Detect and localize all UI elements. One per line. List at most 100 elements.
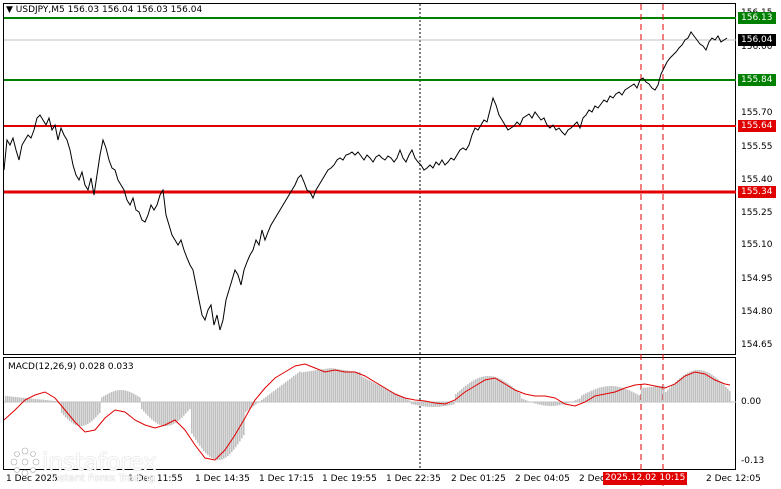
price-series-line bbox=[3, 31, 728, 331]
macd-histogram-bar bbox=[641, 387, 643, 402]
macd-axis[interactable]: 0.00 -0.13 bbox=[737, 356, 781, 472]
macd-histogram-bar bbox=[55, 401, 57, 402]
macd-histogram-bar bbox=[479, 377, 481, 402]
macd-histogram-bar bbox=[607, 386, 609, 402]
macd-histogram-bar bbox=[131, 392, 133, 402]
macd-histogram-bar bbox=[151, 402, 153, 420]
price-axis-tick: 154.80 bbox=[741, 307, 773, 317]
macd-histogram-bar bbox=[699, 370, 701, 402]
price-axis[interactable]: 156.15 156.00 155.70 155.55 155.40 155.2… bbox=[737, 0, 781, 356]
macd-histogram-bar bbox=[101, 397, 103, 402]
macd-histogram-bar bbox=[179, 402, 181, 420]
macd-histogram-bar bbox=[5, 396, 7, 402]
time-axis-label: 1 Dec 2025 bbox=[6, 474, 58, 484]
macd-histogram-bar bbox=[429, 402, 431, 407]
macd-histogram-bar bbox=[719, 380, 721, 402]
macd-histogram-bar bbox=[683, 375, 685, 402]
macd-histogram-bar bbox=[75, 402, 77, 425]
macd-histogram-bar bbox=[31, 398, 33, 402]
macd-histogram-bar bbox=[221, 402, 223, 460]
macd-histogram-bar bbox=[91, 402, 93, 422]
macd-histogram-bar bbox=[665, 392, 667, 402]
macd-histogram-bar bbox=[217, 402, 219, 460]
macd-histogram-bar bbox=[253, 402, 255, 406]
time-axis-label: 2 Dec 01:25 bbox=[451, 474, 506, 484]
macd-histogram-bar bbox=[543, 402, 545, 406]
macd-histogram-bar bbox=[115, 390, 117, 402]
macd-histogram-bar bbox=[311, 370, 313, 402]
macd-histogram-bar bbox=[111, 391, 113, 402]
macd-histogram-bar bbox=[509, 384, 511, 402]
macd-histogram-bar bbox=[519, 393, 521, 402]
macd-histogram-bar bbox=[515, 389, 517, 402]
macd-histogram-bar bbox=[523, 399, 525, 402]
macd-histogram-bar bbox=[319, 369, 321, 402]
macd-histogram-bar bbox=[593, 389, 595, 402]
macd-histogram-bar bbox=[287, 380, 289, 402]
macd-histogram-bar bbox=[499, 378, 501, 402]
macd-histogram-bar bbox=[33, 398, 35, 402]
watermark-brand: instaforex bbox=[42, 448, 157, 476]
macd-histogram-bar bbox=[7, 396, 9, 402]
macd-histogram-bar bbox=[391, 391, 393, 402]
macd-histogram-bar bbox=[567, 402, 569, 404]
macd-histogram-bar bbox=[199, 402, 201, 446]
macd-histogram-bar bbox=[663, 385, 665, 402]
macd-histogram-bar bbox=[671, 385, 673, 402]
macd-histogram-bar bbox=[307, 371, 309, 402]
macd-histogram-bar bbox=[273, 391, 275, 402]
macd-histogram-bar bbox=[77, 402, 79, 426]
macd-histogram-bar bbox=[619, 387, 621, 402]
macd-histogram-bar bbox=[503, 380, 505, 402]
macd-histogram-bar bbox=[481, 376, 483, 402]
macd-histogram-bar bbox=[677, 379, 679, 402]
macd-histogram-bar bbox=[295, 374, 297, 402]
price-axis-tick: 155.10 bbox=[741, 240, 773, 250]
price-chart-pane[interactable] bbox=[3, 3, 736, 355]
macd-histogram-bar bbox=[611, 386, 613, 402]
macd-histogram-bar bbox=[29, 398, 31, 402]
macd-histogram-bar bbox=[389, 390, 391, 402]
macd-histogram-bar bbox=[533, 402, 535, 404]
macd-histogram-bar bbox=[497, 377, 499, 402]
macd-histogram-bar bbox=[399, 395, 401, 402]
macd-histogram-bar bbox=[159, 402, 161, 425]
macd-histogram-bar bbox=[323, 369, 325, 402]
macd-histogram bbox=[5, 368, 731, 460]
time-axis-label: 2 Dec 12:05 bbox=[706, 474, 761, 484]
macd-histogram-bar bbox=[707, 372, 709, 402]
macd-histogram-bar bbox=[361, 376, 363, 402]
macd-histogram-bar bbox=[401, 396, 403, 402]
macd-histogram-bar bbox=[475, 379, 477, 402]
macd-histogram-bar bbox=[591, 390, 593, 402]
macd-histogram-bar bbox=[657, 386, 659, 402]
macd-histogram-bar bbox=[365, 378, 367, 402]
macd-histogram-bar bbox=[229, 402, 231, 455]
macd-histogram-bar bbox=[139, 397, 141, 402]
level-tag-155-64: 155.64 bbox=[738, 120, 776, 132]
macd-histogram-bar bbox=[465, 385, 467, 402]
macd-histogram-bar bbox=[485, 376, 487, 402]
macd-histogram-bar bbox=[713, 375, 715, 402]
macd-histogram-bar bbox=[237, 402, 239, 445]
macd-histogram-bar bbox=[71, 402, 73, 423]
macd-histogram-bar bbox=[661, 385, 663, 402]
macd-histogram-bar bbox=[517, 391, 519, 402]
macd-histogram-bar bbox=[97, 402, 99, 416]
macd-indicator-pane[interactable] bbox=[3, 357, 736, 470]
macd-histogram-bar bbox=[461, 388, 463, 402]
macd-histogram-bar bbox=[41, 399, 43, 402]
macd-histogram-bar bbox=[547, 402, 549, 406]
macd-histogram-bar bbox=[215, 402, 217, 460]
macd-histogram-bar bbox=[171, 402, 173, 425]
macd-histogram-bar bbox=[39, 399, 41, 402]
macd-histogram-bar bbox=[505, 382, 507, 402]
macd-histogram-bar bbox=[201, 402, 203, 449]
macd-histogram-bar bbox=[95, 402, 97, 418]
macd-histogram-bar bbox=[493, 376, 495, 402]
macd-histogram-bar bbox=[643, 387, 645, 402]
macd-histogram-bar bbox=[477, 378, 479, 402]
macd-histogram-bar bbox=[651, 386, 653, 402]
macd-histogram-bar bbox=[393, 392, 395, 402]
macd-histogram-bar bbox=[169, 402, 171, 426]
